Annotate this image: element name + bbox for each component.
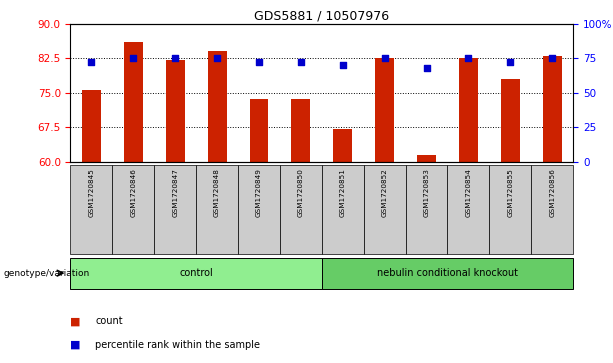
Point xyxy=(379,55,390,61)
Text: genotype/variation: genotype/variation xyxy=(3,269,89,278)
Text: nebulin conditional knockout: nebulin conditional knockout xyxy=(377,268,518,278)
Bar xyxy=(82,90,101,162)
Bar xyxy=(364,165,406,254)
Bar xyxy=(375,58,394,162)
Bar xyxy=(501,79,520,162)
Bar xyxy=(322,258,573,289)
Bar xyxy=(249,99,268,162)
Text: ■: ■ xyxy=(70,316,85,326)
Point xyxy=(338,62,348,68)
Bar xyxy=(70,165,112,254)
Bar xyxy=(291,99,310,162)
Bar xyxy=(406,165,447,254)
Bar xyxy=(333,129,352,162)
Text: GSM1720847: GSM1720847 xyxy=(172,168,178,217)
Text: GSM1720853: GSM1720853 xyxy=(424,168,430,217)
Text: GSM1720846: GSM1720846 xyxy=(131,168,136,217)
Bar xyxy=(154,165,196,254)
Point xyxy=(505,59,515,65)
Point xyxy=(422,65,432,71)
Text: ■: ■ xyxy=(70,340,85,350)
Point xyxy=(212,55,222,61)
Text: GSM1720848: GSM1720848 xyxy=(214,168,220,217)
Bar xyxy=(447,165,489,254)
Bar xyxy=(196,165,238,254)
Text: percentile rank within the sample: percentile rank within the sample xyxy=(95,340,260,350)
Bar xyxy=(322,165,364,254)
Point xyxy=(254,59,264,65)
Text: GSM1720850: GSM1720850 xyxy=(298,168,304,217)
Point xyxy=(170,55,180,61)
Bar xyxy=(208,51,227,162)
Point xyxy=(296,59,306,65)
Text: GSM1720851: GSM1720851 xyxy=(340,168,346,217)
Text: GSM1720849: GSM1720849 xyxy=(256,168,262,217)
Text: count: count xyxy=(95,316,123,326)
Bar xyxy=(124,42,143,162)
Text: GSM1720845: GSM1720845 xyxy=(88,168,94,217)
Text: GSM1720852: GSM1720852 xyxy=(382,168,387,217)
Bar xyxy=(280,165,322,254)
Text: control: control xyxy=(179,268,213,278)
Bar xyxy=(166,60,185,162)
Point xyxy=(463,55,473,61)
Text: GSM1720856: GSM1720856 xyxy=(549,168,555,217)
Text: GSM1720855: GSM1720855 xyxy=(508,168,513,217)
Title: GDS5881 / 10507976: GDS5881 / 10507976 xyxy=(254,9,389,23)
Bar xyxy=(112,165,154,254)
Text: GSM1720854: GSM1720854 xyxy=(465,168,471,217)
Bar xyxy=(238,165,280,254)
Bar xyxy=(459,58,478,162)
Bar xyxy=(417,155,436,162)
Point xyxy=(86,59,96,65)
Bar xyxy=(489,165,531,254)
Point xyxy=(547,55,557,61)
Bar xyxy=(531,165,573,254)
Point xyxy=(129,55,139,61)
Bar xyxy=(543,56,562,162)
Bar xyxy=(70,258,322,289)
